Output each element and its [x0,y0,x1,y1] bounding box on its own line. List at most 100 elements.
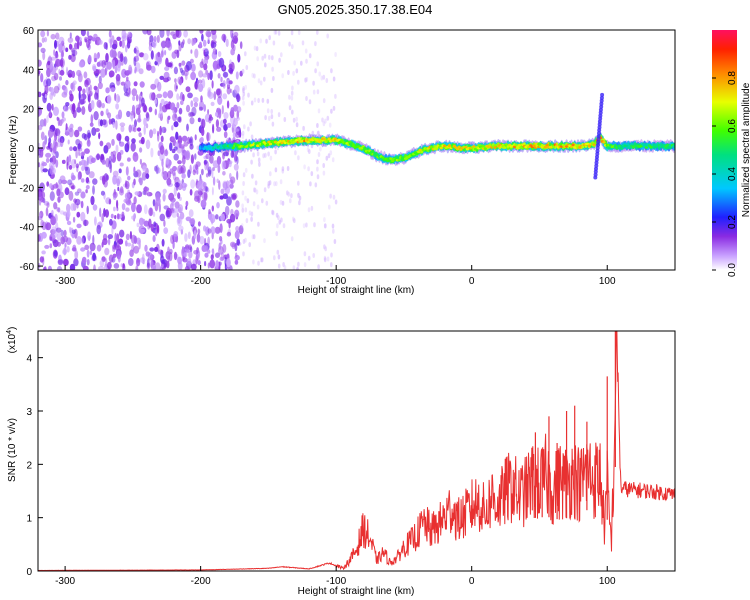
spectrogram-noise-cell [256,151,260,157]
spectrogram-noise-cell [163,219,166,227]
spectrogram-noise-cell [264,115,267,121]
spectrogram-noise-cell [187,92,193,99]
spectrogram-noise-cell [166,260,170,269]
spectrogram-noise-cell [234,209,240,218]
spectrogram-noise-cell [189,138,193,144]
spectrogram-noise-cell [61,50,64,58]
spectrogram-noise-cell [277,30,281,36]
spectrogram-noise-cell [292,117,296,123]
spectrogram-noise-cell [117,255,121,263]
spectrogram-noise-cell [220,252,225,261]
spectrogram-noise-cell [68,190,74,201]
spectrogram-ridge-cell [472,145,476,148]
spectrogram-noise-cell [46,115,49,123]
spectrogram-noise-cell [78,61,85,68]
spectrogram-noise-cell [181,173,186,179]
spectrogram-noise-cell [330,252,333,258]
spectrogram-noise-cell [41,250,46,255]
spectrogram-noise-cell [316,30,319,35]
spectrogram-noise-cell [112,59,116,70]
spectrogram-ridge-cell [415,152,419,155]
spectrogram-noise-cell [189,112,195,117]
spectrogram-ridge-cell [420,150,424,153]
spectrogram-noise-cell [212,47,217,55]
spectrogram-noise-cell [251,234,255,240]
spectrogram-noise-cell [173,121,179,128]
spectrogram-noise-cell [105,174,110,181]
spectrogram-noise-cell [197,117,201,123]
spectrogram-marks [38,30,675,270]
spectrogram-noise-cell [49,110,52,117]
spectrogram-noise-cell [234,242,238,252]
spectrogram-noise-cell [244,237,247,243]
spectrogram-noise-cell [67,73,73,78]
spectrogram-noise-cell [173,146,178,151]
spectrogram-noise-cell [101,119,107,126]
spectrogram-ridge-cell [593,175,598,180]
spectrogram-noise-cell [190,217,196,226]
spectrogram-y-label: Frequency (Hz) [8,116,19,185]
spectrogram-noise-cell [216,155,222,165]
spectrogram-noise-cell [215,260,220,269]
spectrogram-noise-cell [171,125,174,131]
spectrogram-noise-cell [116,151,122,162]
spectrogram-noise-cell [114,232,117,242]
spectrogram-ridge-cell [594,157,599,162]
spectrogram-noise-cell [223,112,229,119]
spectrogram-noise-cell [226,196,232,206]
spectrogram-noise-cell [74,198,81,206]
spectrogram-noise-cell [193,38,196,45]
spectrogram-noise-cell [193,250,199,255]
spectrogram-noise-cell [241,130,245,136]
spectrogram-noise-cell [74,191,80,196]
spectrogram-noise-cell [143,117,147,127]
spectrogram-noise-cell [141,97,145,107]
spectrogram-noise-cell [117,109,123,120]
spectrogram-noise-cell [107,112,112,119]
spectrogram-noise-cell [226,122,232,128]
spectrogram-noise-cell [210,254,214,260]
spectrogram-noise-cell [126,139,130,149]
spectrogram-noise-cell [191,63,196,72]
spectrogram-noise-cell [53,202,58,210]
colorbar-gradient [712,30,737,270]
spectrogram-noise-cell [310,205,314,211]
spectrogram-noise-cell [178,78,182,86]
spectrogram-noise-cell [52,183,59,189]
spectrogram-noise-cell [112,150,117,157]
spectrogram-ridge-cell [514,143,518,147]
spectrogram-noise-cell [67,155,72,166]
spectrogram-noise-cell [69,226,72,234]
spectrogram-noise-cell [220,188,225,195]
spectrogram-noise-cell [280,52,283,58]
spectrogram-noise-cell [183,69,189,77]
snr-scale-exp: 4 [6,330,13,334]
spectrogram-noise-cell [181,135,188,142]
spectrogram-noise-cell [103,42,108,50]
spectrogram-noise-cell [244,207,248,213]
spectrogram-noise-cell [265,38,268,44]
spectrogram-noise-cell [62,235,69,243]
spectrogram-noise-cell [100,190,105,196]
spectrogram-noise-cell [171,210,178,218]
spectrogram-noise-cell [71,184,76,190]
spectrogram-noise-cell [323,257,327,263]
spectrogram-noise-cell [174,78,177,83]
figure-title: GN05.2025.350.17.38.E04 [278,2,433,17]
spectrogram-noise-cell [149,92,154,101]
spectrogram-y-tick-label: 60 [23,26,35,37]
spectrogram-noise-cell [80,178,85,183]
spectrogram-ridge-cell [447,144,452,147]
spectrogram-noise-cell [332,105,336,111]
spectrogram-noise-cell [76,223,82,229]
spectrogram-noise-cell [178,225,184,232]
spectrogram-noise-cell [119,40,123,47]
spectrogram-noise-cell [112,194,117,200]
spectrogram-noise-cell [38,234,41,242]
spectrogram-noise-cell [53,85,60,94]
spectrogram-ridge-cell [598,116,603,121]
spectrogram-ridge-cell [595,151,600,156]
spectrogram-noise-cell [249,121,252,127]
spectrogram-noise-cell [160,50,164,58]
spectrogram-ridge-cell [597,119,602,124]
